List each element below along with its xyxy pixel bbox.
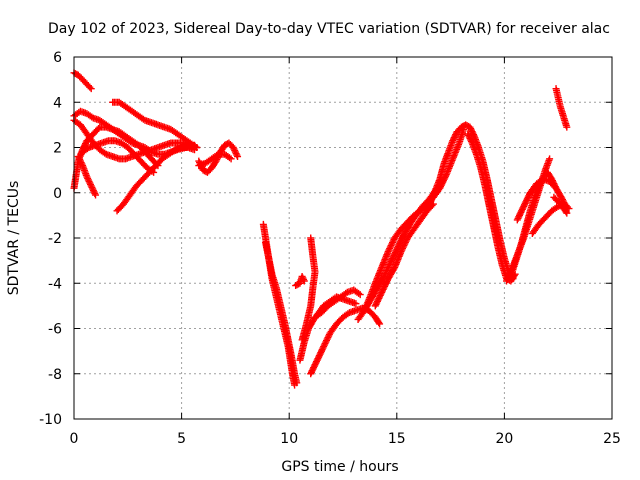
data-series bbox=[195, 150, 235, 170]
data-point bbox=[356, 291, 364, 299]
y-tick-label: 2 bbox=[53, 141, 62, 157]
data-point bbox=[225, 154, 233, 162]
x-tick-label: 10 bbox=[280, 431, 298, 447]
data-point bbox=[191, 146, 199, 154]
x-tick-label: 15 bbox=[388, 431, 406, 447]
data-point bbox=[234, 153, 242, 161]
y-tick-label: -4 bbox=[48, 276, 62, 292]
data-point bbox=[307, 234, 315, 242]
data-point bbox=[375, 319, 383, 327]
data-point bbox=[91, 190, 99, 198]
data-point bbox=[467, 137, 475, 145]
data-point bbox=[78, 160, 86, 168]
data-series bbox=[464, 130, 519, 285]
data-point bbox=[352, 300, 360, 308]
y-tick-label: -6 bbox=[48, 322, 62, 338]
x-tick-label: 5 bbox=[177, 431, 186, 447]
data-series bbox=[292, 272, 308, 290]
data-point bbox=[546, 155, 554, 163]
x-ticks: 0 5 10 15 20 25 bbox=[70, 57, 621, 447]
data-point bbox=[293, 379, 301, 387]
data-point bbox=[227, 155, 235, 163]
data-point bbox=[563, 209, 571, 217]
y-tick-label: 0 bbox=[53, 186, 62, 202]
x-tick-label: 0 bbox=[70, 431, 79, 447]
y-tick-label: -8 bbox=[48, 367, 62, 383]
x-tick-label: 20 bbox=[495, 431, 513, 447]
y-tick-label: -10 bbox=[39, 412, 62, 428]
data-series bbox=[552, 85, 571, 131]
data-point bbox=[233, 151, 241, 159]
x-tick-label: 25 bbox=[603, 431, 621, 447]
data-point bbox=[213, 151, 221, 159]
data-series bbox=[262, 239, 301, 387]
data-point bbox=[86, 83, 94, 91]
data-series bbox=[528, 200, 573, 237]
data-point bbox=[506, 269, 514, 277]
data-series bbox=[313, 293, 360, 319]
data-series bbox=[74, 153, 100, 199]
y-tick-label: -2 bbox=[48, 231, 62, 247]
data-point bbox=[511, 270, 519, 278]
chart-marks bbox=[70, 69, 573, 389]
data-series bbox=[298, 234, 319, 344]
x-axis-label: GPS time / hours bbox=[281, 459, 398, 475]
y-axis-label: SDTVAR / TECUs bbox=[6, 181, 22, 296]
data-point bbox=[300, 275, 308, 283]
data-point bbox=[376, 320, 384, 328]
data-point bbox=[355, 289, 363, 297]
data-point bbox=[300, 277, 308, 285]
data-point bbox=[562, 208, 570, 216]
data-series bbox=[109, 98, 201, 151]
data-point bbox=[563, 123, 571, 131]
data-point bbox=[470, 131, 478, 139]
y-tick-label: 4 bbox=[53, 95, 62, 111]
data-series bbox=[113, 144, 199, 215]
chart-title: Day 102 of 2023, Sidereal Day-to-day VTE… bbox=[48, 21, 610, 37]
y-tick-label: 6 bbox=[53, 50, 62, 66]
data-point bbox=[92, 191, 100, 199]
y-ticks: -10 -8 -6 -4 -2 0 2 4 6 bbox=[39, 50, 612, 428]
data-series bbox=[550, 193, 571, 217]
data-point bbox=[87, 85, 95, 93]
